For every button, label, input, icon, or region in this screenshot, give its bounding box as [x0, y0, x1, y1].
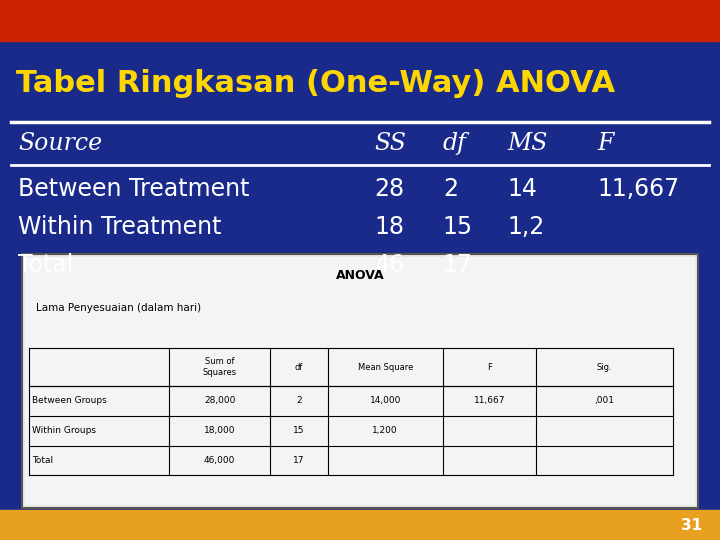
Text: Tabel Ringkasan (One-Way) ANOVA: Tabel Ringkasan (One-Way) ANOVA: [16, 69, 615, 98]
Text: Lama Penyesuaian (dalam hari): Lama Penyesuaian (dalam hari): [36, 303, 201, 313]
Text: Within Treatment: Within Treatment: [18, 215, 222, 239]
Text: MS: MS: [508, 132, 548, 154]
Text: 15: 15: [443, 215, 473, 239]
Text: df: df: [443, 132, 467, 154]
Text: SS: SS: [374, 132, 406, 154]
Text: F: F: [487, 363, 492, 372]
Text: 17: 17: [293, 456, 305, 465]
Text: 2: 2: [443, 177, 458, 201]
Text: 28,000: 28,000: [204, 396, 235, 406]
Text: 2: 2: [296, 396, 302, 406]
Text: Sig.: Sig.: [597, 363, 613, 372]
Text: df: df: [294, 363, 303, 372]
Text: 11,667: 11,667: [474, 396, 505, 406]
Text: 11,667: 11,667: [598, 177, 680, 201]
Text: Within Groups: Within Groups: [32, 426, 96, 435]
Text: 18,000: 18,000: [204, 426, 235, 435]
Text: 14: 14: [508, 177, 537, 201]
Text: 46,000: 46,000: [204, 456, 235, 465]
Text: F: F: [598, 132, 614, 154]
Text: ,001: ,001: [595, 396, 615, 406]
Text: Source: Source: [18, 132, 102, 154]
Text: 15: 15: [293, 426, 305, 435]
Text: 14,000: 14,000: [369, 396, 401, 406]
Text: Total: Total: [18, 253, 73, 276]
Text: Between Treatment: Between Treatment: [18, 177, 250, 201]
Text: Between Groups: Between Groups: [32, 396, 107, 406]
Text: 31: 31: [681, 518, 702, 533]
Text: 1,2: 1,2: [508, 215, 545, 239]
Bar: [25, 256, 695, 505]
Bar: [22, 254, 698, 508]
Text: 46: 46: [374, 253, 405, 276]
Text: ANOVA: ANOVA: [336, 269, 384, 282]
Bar: [0, 0, 720, 40]
Bar: [0, 510, 720, 540]
Text: Total: Total: [32, 456, 53, 465]
Text: 1,200: 1,200: [372, 426, 398, 435]
Text: 18: 18: [374, 215, 405, 239]
Text: 17: 17: [443, 253, 472, 276]
Text: 28: 28: [374, 177, 405, 201]
Text: Sum of
Squares: Sum of Squares: [202, 357, 237, 377]
Text: Mean Square: Mean Square: [358, 363, 413, 372]
